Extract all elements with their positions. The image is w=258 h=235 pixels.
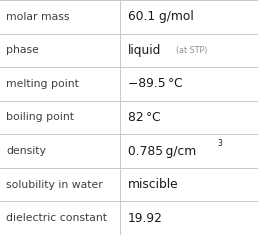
Text: liquid: liquid <box>128 44 161 57</box>
Text: dielectric constant: dielectric constant <box>6 213 107 223</box>
Text: (at STP): (at STP) <box>176 46 207 55</box>
Text: 82 °C: 82 °C <box>128 111 160 124</box>
Text: molar mass: molar mass <box>6 12 70 22</box>
Text: −89.5 °C: −89.5 °C <box>128 77 182 90</box>
Text: melting point: melting point <box>6 79 79 89</box>
Text: 0.785 g/cm: 0.785 g/cm <box>128 145 196 158</box>
Text: 3: 3 <box>217 139 222 148</box>
Text: 60.1 g/mol: 60.1 g/mol <box>128 10 194 23</box>
Text: solubility in water: solubility in water <box>6 180 103 190</box>
Text: density: density <box>6 146 46 156</box>
Text: 19.92: 19.92 <box>128 212 163 225</box>
Text: phase: phase <box>6 45 39 55</box>
Text: miscible: miscible <box>128 178 178 191</box>
Text: boiling point: boiling point <box>6 113 75 122</box>
